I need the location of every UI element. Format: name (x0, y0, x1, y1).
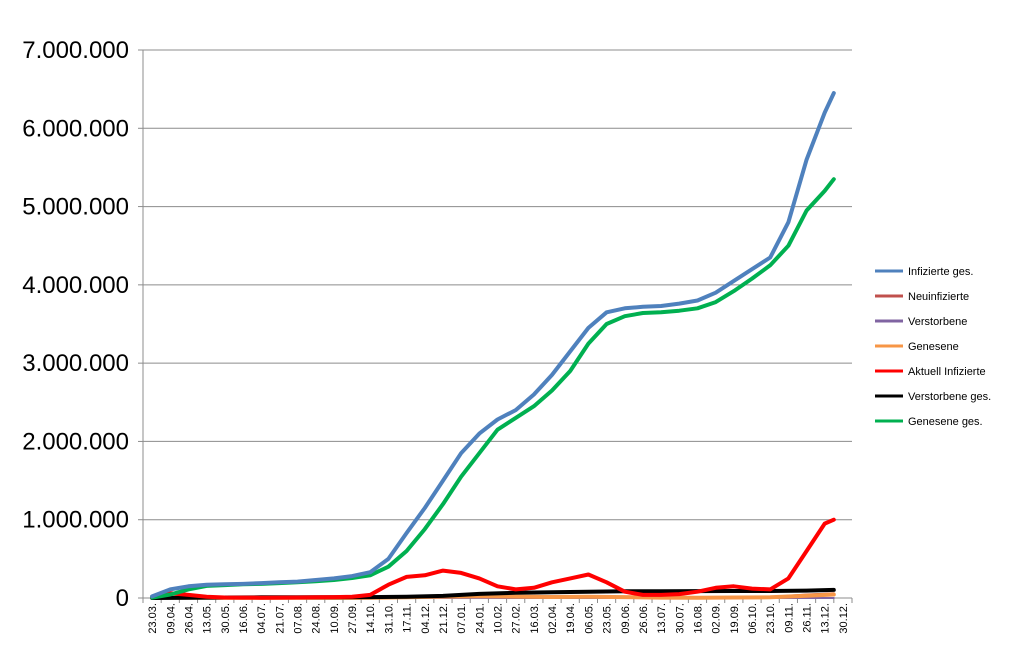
x-tick-label: 26.04. (183, 603, 195, 634)
x-tick-label: 17.11. (402, 603, 414, 633)
x-tick-label: 16.06. (238, 603, 250, 634)
legend-label: Genesene ges. (908, 416, 983, 428)
x-tick-label: 27.09. (347, 603, 359, 634)
y-tick-label: 6.000.000 (22, 115, 129, 142)
legend-item: Verstorbene ges. (875, 391, 991, 403)
y-axis-ticks: 0 1.000.000 2.000.000 3.000.000 4.000.000 5.0… (22, 37, 143, 612)
x-tick-label: 30.07. (674, 603, 686, 634)
legend: Infizierte ges. Neuinfizierte Verstorbene G… (875, 266, 991, 428)
x-tick-label: 02.04. (547, 603, 559, 634)
legend-label: Neuinfizierte (908, 291, 969, 303)
y-tick-label: 5.000.000 (22, 194, 129, 221)
x-tick-label: 06.05. (583, 603, 595, 634)
x-tick-label: 09.11. (783, 603, 795, 633)
x-tick-label: 10.09. (329, 603, 341, 634)
y-tick-label: 7.000.000 (22, 37, 129, 64)
x-tick-label: 09.06. (620, 603, 632, 634)
x-tick-label: 14.10. (365, 603, 377, 634)
y-tick-label: 0 (116, 585, 129, 612)
legend-item: Neuinfizierte (875, 291, 969, 303)
legend-item: Aktuell Infizierte (875, 366, 986, 378)
legend-label: Infizierte ges. (908, 266, 973, 278)
legend-label: Verstorbene ges. (908, 391, 991, 403)
legend-label: Aktuell Infizierte (908, 366, 986, 378)
x-tick-label: 26.06. (638, 603, 650, 634)
x-tick-label: 02.09. (711, 603, 723, 634)
x-tick-label: 21.07. (274, 603, 286, 634)
x-axis-ticks: 23.03. 09.04. 26.04. 13.05. 30.05. 16.06. 04.0… (147, 603, 850, 634)
x-tick-label: 27.02. (511, 603, 523, 634)
x-tick-label: 30.12. (838, 603, 850, 634)
x-tick-label: 10.02. (493, 603, 505, 634)
series-line (150, 517, 836, 600)
x-tick-label: 21.12. (438, 603, 450, 634)
x-tick-label: 13.07. (656, 603, 668, 634)
y-tick-label: 1.000.000 (22, 507, 129, 534)
series-line (150, 177, 836, 600)
x-tick-label: 13.12. (820, 603, 832, 634)
x-tick-label: 19.09. (729, 603, 741, 634)
x-tick-label: 23.10. (765, 603, 777, 634)
x-tick-label: 04.07. (256, 603, 268, 634)
x-tick-label: 30.05. (220, 603, 232, 634)
legend-label: Genesene (908, 341, 959, 353)
legend-item: Infizierte ges. (875, 266, 973, 278)
legend-label: Verstorbene (908, 316, 967, 328)
x-tick-label: 13.05. (202, 603, 214, 634)
legend-item: Genesene ges. (875, 416, 983, 428)
x-tick-label: 07.01. (456, 603, 468, 634)
x-tick-label: 23.03. (147, 603, 159, 634)
x-tick-label: 16.03. (529, 603, 541, 634)
x-tick-label: 24.08. (311, 603, 323, 634)
y-tick-label: 2.000.000 (22, 428, 129, 455)
x-tick-label: 23.05. (602, 603, 614, 634)
series-line (150, 91, 836, 599)
x-tick-label: 16.08. (692, 603, 704, 634)
x-tick-label: 26.11. (802, 603, 814, 633)
y-tick-label: 3.000.000 (22, 350, 129, 377)
legend-item: Genesene (875, 341, 959, 353)
x-tick-label: 07.08. (293, 603, 305, 634)
y-tick-label: 4.000.000 (22, 272, 129, 299)
gridlines (143, 49, 852, 521)
x-tick-label: 09.04. (165, 603, 177, 634)
x-tick-label: 19.04. (565, 603, 577, 634)
x-tick-label: 04.12. (420, 603, 432, 634)
legend-item: Verstorbene (875, 316, 967, 328)
x-tick-label: 06.10. (747, 603, 759, 634)
series-lines (150, 91, 836, 600)
x-tick-label: 24.01. (474, 603, 486, 634)
x-tick-label: 31.10. (383, 603, 395, 634)
